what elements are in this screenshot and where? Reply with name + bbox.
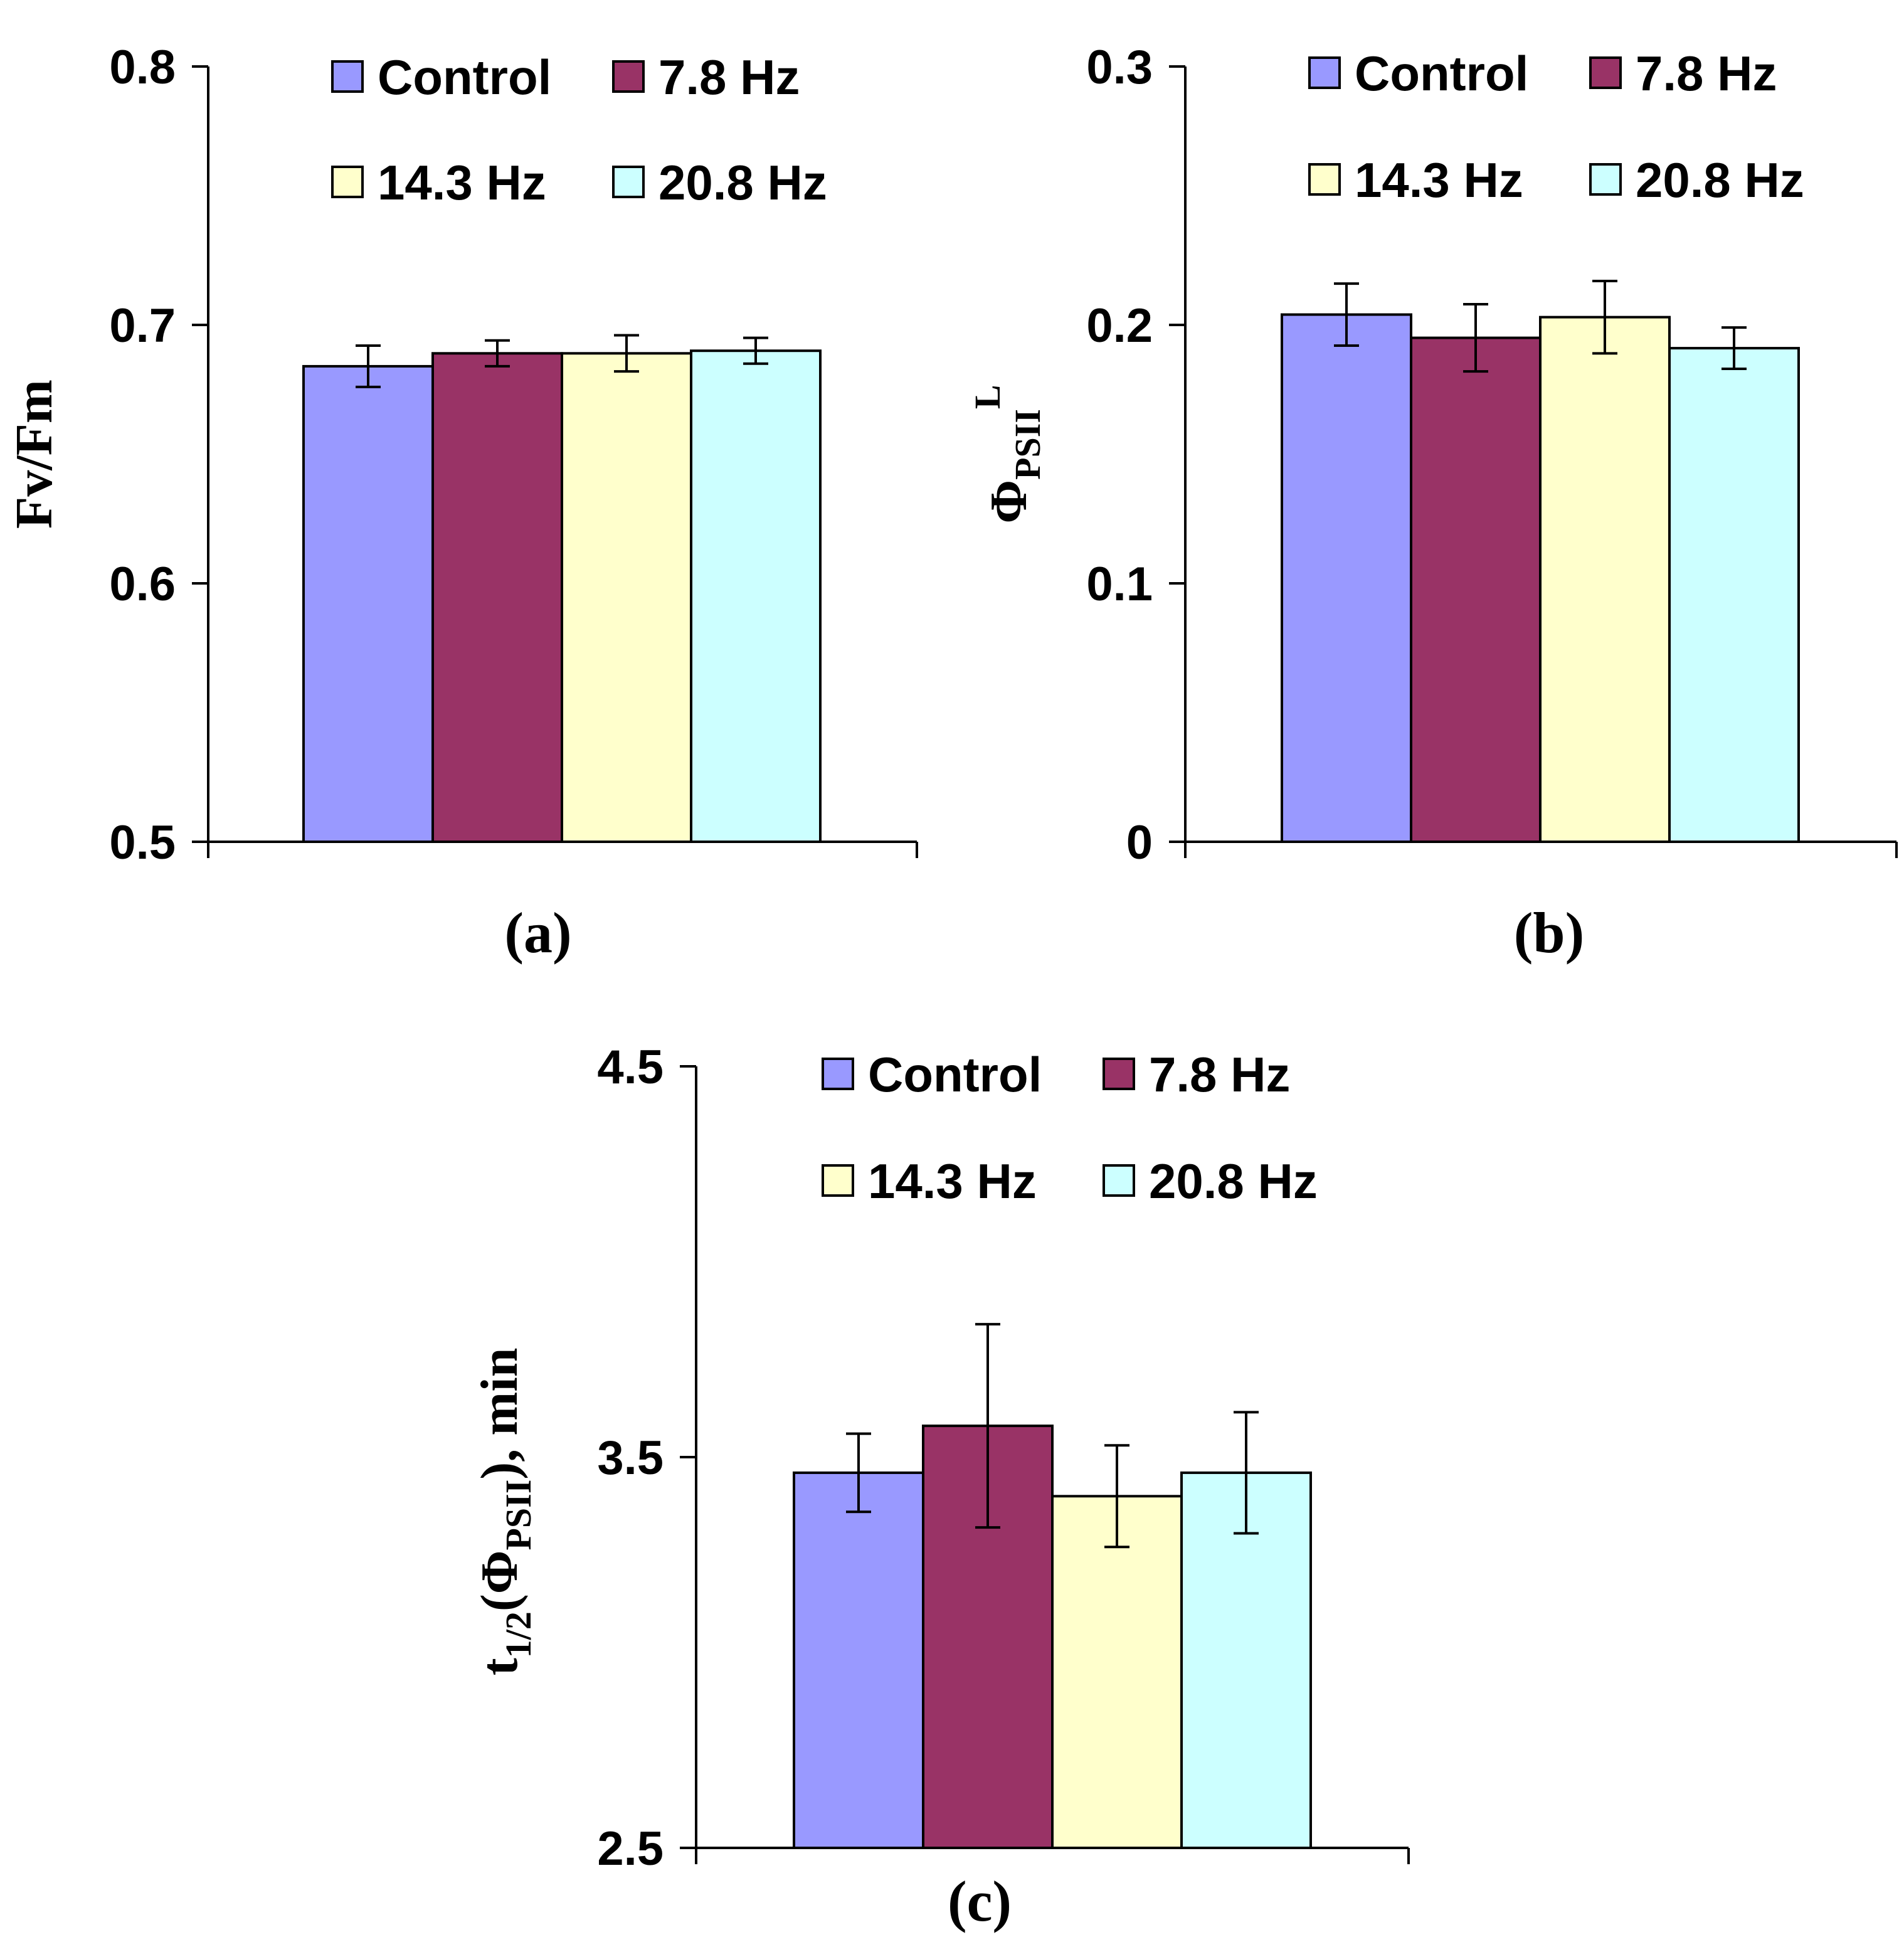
y-tick-label: 0.3 [1086,41,1153,94]
y-axis-title-part: PSII [1007,409,1048,480]
error-bar [356,344,381,388]
legend-swatch [1589,56,1622,89]
bar-14-3-hz [1051,1495,1183,1850]
error-bar [614,334,639,373]
legend-label: Control [378,50,551,105]
legend-label: 14.3 Hz [868,1154,1037,1209]
panel-label: (c) [948,1869,1012,1933]
bar-control [302,364,434,843]
error-bar [1104,1444,1129,1549]
y-tick-label: 3.5 [597,1431,664,1485]
bar-20-8-hz [690,349,822,843]
y-axis-title-part: Fv/Fm [5,379,63,529]
bar-14-3-hz [561,352,692,843]
legend-swatch [1103,1058,1135,1090]
bar-control [793,1471,924,1849]
error-bar [1234,1411,1259,1535]
legend-label: 7.8 Hz [658,50,800,105]
y-axis-title-part: 1/2 [498,1611,539,1658]
bar-control [1281,313,1412,843]
legend-label: 20.8 Hz [1636,152,1804,208]
legend-swatch [1308,56,1341,89]
panel-label: (a) [504,901,571,965]
error-bar [1463,303,1488,373]
legend-swatch [331,60,364,93]
legend-swatch [822,1164,854,1197]
legend-swatch [1103,1164,1135,1197]
legend-swatch [1589,163,1622,196]
y-axis-title-part: ), min [470,1348,529,1480]
chart-panel-2: 0 0.1 0.2 0.3 Control 7.8 Hz 14.3 Hz 20.8 Hz ΦPS… [967,41,1898,965]
bar-7-8-hz [431,352,563,843]
error-bar [743,336,768,365]
error-bar [975,1323,1000,1529]
legend-label: Control [868,1047,1042,1102]
y-tick-label: 2.5 [597,1822,664,1875]
panel-label: (b) [1514,901,1584,965]
error-bar [1592,279,1617,355]
bar-7-8-hz [1410,336,1542,843]
y-axis-title-part: (Φ [470,1551,529,1612]
y-axis-title-part: PSII [498,1480,539,1551]
legend-label: 20.8 Hz [658,155,827,210]
y-axis-title-part: L [967,385,1008,409]
y-axis-title-part: t [470,1658,529,1675]
y-tick-label: 4.5 [597,1041,664,1094]
legend-label: 20.8 Hz [1149,1154,1318,1209]
bar-14-3-hz [1539,316,1671,843]
y-tick-label: 0.5 [109,816,176,869]
legend-label: 14.3 Hz [1355,152,1523,208]
y-tick-label: 0.2 [1086,299,1153,353]
error-bar [846,1432,871,1514]
y-tick-label: 0 [1126,816,1153,869]
y-tick-label: 0.8 [109,41,176,94]
legend-swatch [331,166,364,198]
y-tick-label: 0.1 [1086,558,1153,611]
bar-20-8-hz [1180,1471,1312,1849]
chart-panel-3: 2.5 3.5 4.5 Control 7.8 Hz 14.3 Hz 20.8 Hz t1/2… [470,1041,1410,1933]
legend-swatch [1308,163,1341,196]
legend-label: 7.8 Hz [1149,1047,1290,1102]
error-bar [485,339,510,368]
y-axis-title: ΦPSIIL [967,385,1048,523]
error-bar [1722,326,1747,371]
y-axis-title-part: Φ [980,480,1038,524]
y-axis-title: t1/2(ΦPSII), min [470,1348,539,1676]
legend-swatch [822,1058,854,1090]
chart-panel-1: 0.5 0.6 0.7 0.8 Control 7.8 Hz 14.3 Hz 20.8 Hz F… [5,41,918,965]
legend-swatch [612,166,645,198]
legend-label: Control [1355,46,1528,101]
y-tick-label: 0.7 [109,299,176,353]
y-tick-label: 0.6 [109,558,176,611]
bar-20-8-hz [1668,347,1800,843]
legend-label: 14.3 Hz [378,155,546,210]
legend-swatch [612,60,645,93]
legend-label: 7.8 Hz [1636,46,1777,101]
y-axis-title: Fv/Fm [5,379,63,529]
error-bar [1334,282,1359,347]
